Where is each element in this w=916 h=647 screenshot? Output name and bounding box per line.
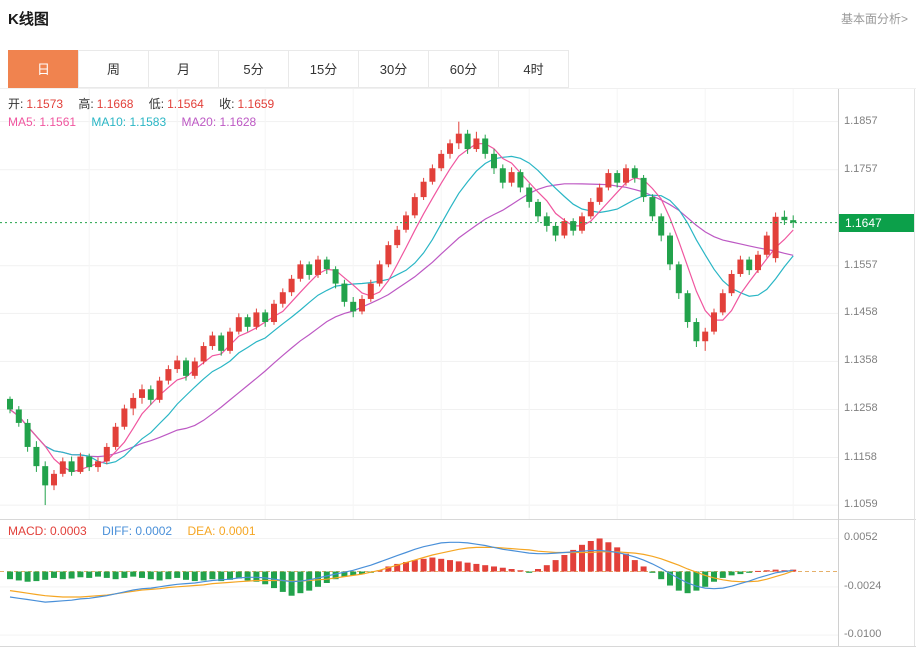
macd-value: 0.0003 xyxy=(50,524,87,538)
close-info: 收: 1.1659 xyxy=(219,97,274,111)
chart-right-border xyxy=(914,89,915,646)
main-chart-svg xyxy=(0,89,838,519)
interval-tab-月[interactable]: 月 xyxy=(148,50,219,88)
macd-value-info: MACD: 0.0003 xyxy=(8,524,87,538)
interval-tab-日[interactable]: 日 xyxy=(8,50,79,88)
ma-info: MA5: 1.1561 MA10: 1.1583 MA20: 1.1628 xyxy=(8,115,268,129)
ma10-value: 1.1583 xyxy=(129,115,167,129)
ma10-label: MA10: xyxy=(91,115,127,129)
diff-label: DIFF: xyxy=(102,524,133,538)
macd-axis-label: -0.0024 xyxy=(844,579,882,592)
low-label: 低: xyxy=(148,97,165,111)
price-axis-label: 1.1059 xyxy=(844,498,878,511)
dea-label: DEA: xyxy=(187,524,216,538)
price-axis-label: 1.1158 xyxy=(844,450,877,463)
ma10-info: MA10: 1.1583 xyxy=(91,115,166,129)
ma5-info: MA5: 1.1561 xyxy=(8,115,76,129)
diff-value: 0.0002 xyxy=(135,524,173,538)
page-title: K线图 xyxy=(8,10,49,28)
ma20-label: MA20: xyxy=(181,115,217,129)
price-axis-label: 1.1757 xyxy=(844,162,878,175)
diff-value-info: DIFF: 0.0002 xyxy=(102,524,172,538)
interval-tab-周[interactable]: 周 xyxy=(78,50,149,88)
open-label: 开: xyxy=(8,97,24,111)
ma20-info: MA20: 1.1628 xyxy=(181,115,256,129)
chart-area: 开: 1.1573 高: 1.1668 低: 1.1564 收: 1.1659 MA5:… xyxy=(0,88,916,647)
interval-tab-30分[interactable]: 30分 xyxy=(358,50,429,88)
macd-axis-label: -0.0100 xyxy=(844,628,882,641)
low-value: 1.1564 xyxy=(167,97,204,111)
interval-tab-15分[interactable]: 15分 xyxy=(288,50,359,88)
close-label: 收: xyxy=(219,97,235,111)
macd-canvas[interactable]: MACD: 0.0003 DIFF: 0.0002 DEA: 0.0001 xyxy=(0,520,838,646)
high-value: 1.1668 xyxy=(96,97,134,111)
axis-separator xyxy=(838,89,839,646)
current-price-badge: 1.1647 xyxy=(839,213,915,232)
dea-value-info: DEA: 0.0001 xyxy=(187,524,255,538)
price-axis-label: 1.1258 xyxy=(844,402,878,415)
fundamental-analysis-link[interactable]: 基本面分析> xyxy=(840,11,908,26)
pane-divider xyxy=(0,519,916,520)
main-chart-canvas[interactable]: 开: 1.1573 高: 1.1668 低: 1.1564 收: 1.1659 MA5:… xyxy=(0,89,838,519)
open-value: 1.1573 xyxy=(26,97,64,111)
price-axis-label: 1.1857 xyxy=(844,114,878,127)
ma5-label: MA5: xyxy=(8,115,37,129)
ohlc-info: 开: 1.1573 高: 1.1668 低: 1.1564 收: 1.1659 xyxy=(8,95,286,112)
price-axis-label: 1.1358 xyxy=(844,354,878,367)
interval-tab-5分[interactable]: 5分 xyxy=(218,50,289,88)
open-info: 开: 1.1573 xyxy=(8,97,63,111)
price-axis: 1.1647 1.1857 1.1757 1.1557 1.1458 1.1358 1.1… xyxy=(839,89,916,519)
interval-tab-4时[interactable]: 4时 xyxy=(498,50,569,88)
macd-info: MACD: 0.0003 DIFF: 0.0002 DEA: 0.0001 xyxy=(8,524,268,538)
close-value: 1.1659 xyxy=(237,97,275,111)
ma5-value: 1.1561 xyxy=(39,115,77,129)
interval-tabbar: 日周月 5分 15分 30分 60分 4时 xyxy=(8,50,569,88)
high-label: 高: xyxy=(78,97,94,111)
price-axis-label: 1.1557 xyxy=(844,258,878,271)
macd-label: MACD: xyxy=(8,524,47,538)
interval-tab-60分[interactable]: 60分 xyxy=(428,50,499,88)
low-info: 低: 1.1564 xyxy=(149,97,204,111)
dea-value: 0.0001 xyxy=(218,524,256,538)
price-axis-label: 1.1458 xyxy=(844,306,878,319)
macd-axis-label: 0.0052 xyxy=(844,531,878,544)
macd-svg xyxy=(0,537,838,636)
header: K线图 基本面分析> xyxy=(8,6,908,30)
macd-axis: 0.0052 -0.0024 -0.0100 xyxy=(839,520,916,646)
high-info: 高: 1.1668 xyxy=(78,97,133,111)
ma20-value: 1.1628 xyxy=(219,115,257,129)
